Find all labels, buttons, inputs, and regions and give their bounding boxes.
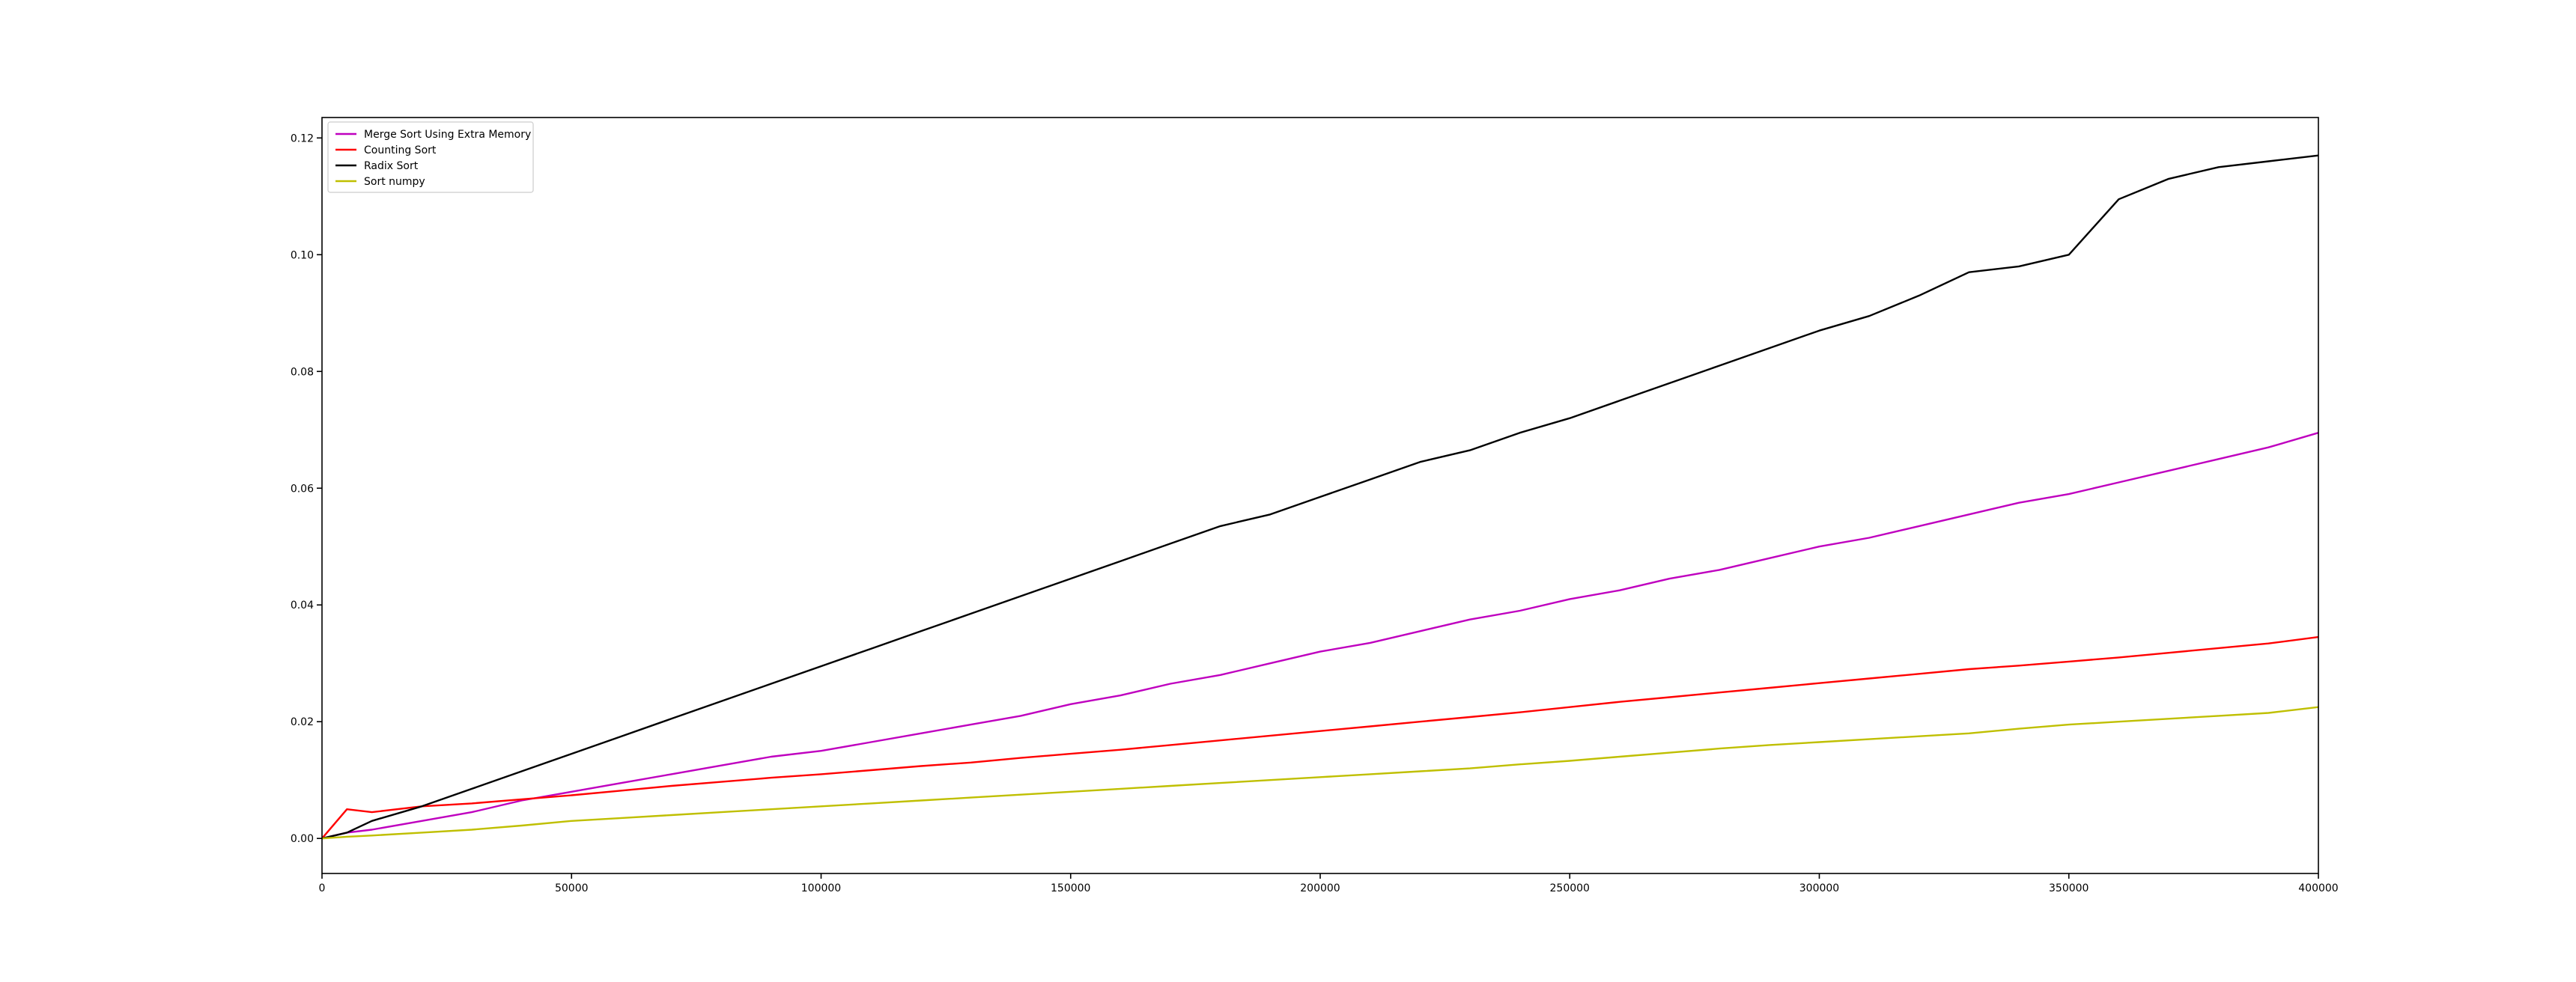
- legend-label: Counting Sort: [364, 144, 437, 156]
- legend-label: Merge Sort Using Extra Memory: [364, 129, 531, 141]
- x-tick-label: 50000: [555, 882, 589, 894]
- x-axis: 0 50000 100000 150000 200000 250000 300000 3500…: [319, 873, 2339, 894]
- series-line-1: [321, 635, 2319, 839]
- x-tick-label: 350000: [2049, 882, 2089, 894]
- y-tick-label: 0.10: [291, 249, 314, 261]
- x-tick-label: 0: [319, 882, 326, 894]
- series-line-0: [321, 432, 2319, 840]
- y-tick-label: 0.08: [291, 366, 314, 378]
- y-tick-label: 0.02: [291, 716, 314, 728]
- y-tick-label: 0.12: [291, 132, 314, 144]
- legend-label: Radix Sort: [364, 160, 419, 172]
- legend-label: Sort numpy: [364, 176, 425, 188]
- x-tick-label: 100000: [801, 882, 841, 894]
- x-tick-label: 400000: [2298, 882, 2338, 894]
- series-lines: [321, 154, 2319, 840]
- x-tick-label: 200000: [1300, 882, 1340, 894]
- x-tick-label: 250000: [1550, 882, 1590, 894]
- series-line-2: [321, 154, 2319, 840]
- y-tick-label: 0.06: [291, 483, 314, 495]
- y-tick-label: 0.00: [291, 833, 314, 845]
- x-tick-label: 150000: [1051, 882, 1090, 894]
- y-tick-label: 0.04: [291, 600, 314, 612]
- legend-box: [327, 121, 534, 193]
- x-tick-label: 300000: [1799, 882, 1839, 894]
- y-axis: 0.00 0.02 0.04 0.06 0.08 0.10 0.12: [291, 132, 322, 845]
- series-line-3: [321, 706, 2319, 840]
- legend: Merge Sort Using Extra Memory Counting So…: [327, 121, 534, 193]
